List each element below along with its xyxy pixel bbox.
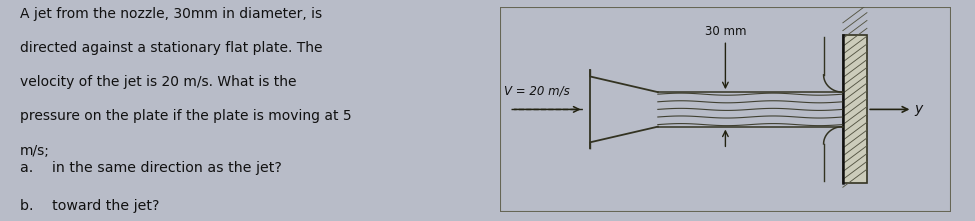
Text: pressure on the plate if the plate is moving at 5: pressure on the plate if the plate is mo… (20, 109, 351, 123)
Text: y: y (915, 102, 923, 116)
Text: directed against a stationary flat plate. The: directed against a stationary flat plate… (20, 41, 322, 55)
Text: a.  in the same direction as the jet?: a. in the same direction as the jet? (20, 161, 282, 175)
Text: A jet from the nozzle, 30mm in diameter, is: A jet from the nozzle, 30mm in diameter,… (20, 7, 322, 21)
Text: b.  toward the jet?: b. toward the jet? (20, 199, 159, 213)
Text: V = 20 m/s: V = 20 m/s (504, 85, 569, 98)
Bar (842, 35, 868, 183)
Text: m/s;: m/s; (20, 144, 50, 158)
Text: velocity of the jet is 20 m/s. What is the: velocity of the jet is 20 m/s. What is t… (20, 75, 296, 89)
Text: 30 mm: 30 mm (705, 25, 746, 38)
